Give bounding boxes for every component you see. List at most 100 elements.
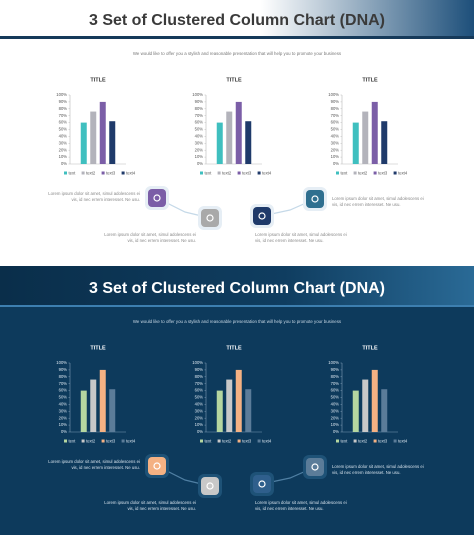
legend-swatch: [81, 439, 85, 443]
bar: [245, 389, 252, 432]
y-tick-label: 40%: [331, 402, 340, 407]
legend-label: text3: [106, 170, 116, 175]
header-band: [0, 266, 474, 306]
y-tick-label: 10%: [195, 422, 204, 427]
chart-title: TITLE: [226, 77, 242, 83]
y-tick-label: 80%: [59, 374, 68, 379]
note-text: vis, id nec errem interesset. Ne usu.: [71, 197, 140, 202]
bar: [226, 379, 233, 432]
legend-swatch: [257, 439, 261, 443]
y-tick-label: 30%: [59, 140, 68, 145]
y-tick-label: 80%: [59, 106, 68, 111]
y-tick-label: 20%: [331, 147, 340, 152]
icon-glyph: [153, 462, 161, 470]
y-tick-label: 10%: [59, 154, 68, 159]
legend-label: text: [69, 170, 77, 175]
y-tick-label: 30%: [331, 140, 340, 145]
bar: [245, 121, 252, 164]
bar: [90, 379, 97, 432]
header-rule: [0, 36, 474, 39]
bar: [216, 122, 223, 164]
icon: [306, 458, 324, 476]
icon: [148, 457, 166, 475]
icon: [253, 207, 271, 225]
legend-swatch: [336, 439, 339, 443]
y-tick-label: 50%: [331, 395, 340, 400]
bar: [216, 390, 223, 432]
bar: [352, 390, 359, 432]
y-tick-label: 90%: [195, 367, 204, 372]
legend-swatch: [121, 171, 125, 175]
header-band: [0, 0, 474, 36]
legend-label: text3: [106, 438, 116, 443]
bar: [362, 379, 369, 432]
y-tick-label: 80%: [195, 106, 204, 111]
slide-subtitle: We would like to offer you a stylish and…: [133, 319, 342, 324]
note-text: Lorem ipsum dolor sit amet, simul adoles…: [255, 232, 347, 237]
icon-glyph: [311, 195, 319, 203]
legend-swatch: [373, 171, 377, 175]
note-text: vis, id nec errem interesset. Ne usu.: [127, 238, 196, 243]
icon-glyph: [258, 212, 266, 220]
y-tick-label: 60%: [195, 120, 204, 125]
icon: [201, 209, 219, 227]
y-tick-label: 100%: [328, 92, 339, 97]
legend-swatch: [257, 171, 261, 175]
y-tick-label: 60%: [331, 388, 340, 393]
legend-swatch: [81, 171, 85, 175]
chart-title: TITLE: [226, 345, 242, 351]
y-tick-label: 50%: [59, 395, 68, 400]
legend-swatch: [217, 439, 221, 443]
legend-label: text: [341, 438, 349, 443]
note-text: Lorem ipsum dolor sit amet, simul adoles…: [104, 232, 196, 237]
legend-label: text2: [358, 438, 368, 443]
legend-swatch: [101, 171, 105, 175]
y-tick-label: 50%: [59, 127, 68, 132]
legend-swatch: [200, 439, 203, 443]
icon-glyph: [311, 463, 319, 471]
y-tick-label: 60%: [195, 388, 204, 393]
chart-title: TITLE: [362, 345, 378, 351]
legend-label: text: [69, 438, 77, 443]
legend-swatch: [237, 439, 241, 443]
y-tick-label: 80%: [331, 374, 340, 379]
y-tick-label: 20%: [59, 147, 68, 152]
y-tick-label: 0%: [61, 161, 67, 166]
note-text: vis, id nec errem interesset. Ne usu.: [332, 470, 401, 475]
legend-label: text3: [242, 438, 252, 443]
chart-title: TITLE: [90, 345, 106, 351]
legend-label: text2: [86, 438, 96, 443]
bar: [226, 111, 233, 164]
icon: [201, 477, 219, 495]
note-text: vis, id nec errem interesset. Ne usu.: [127, 506, 196, 511]
y-tick-label: 90%: [59, 367, 68, 372]
legend-label: text2: [222, 438, 232, 443]
note-text: vis, id nec errem interesset. Ne usu.: [332, 202, 401, 207]
y-tick-label: 100%: [56, 360, 67, 365]
icon: [306, 190, 324, 208]
legend-label: text: [341, 170, 349, 175]
y-tick-label: 60%: [331, 120, 340, 125]
y-tick-label: 80%: [195, 374, 204, 379]
y-tick-label: 70%: [195, 113, 204, 118]
note-text: Lorem ipsum dolor sit amet, simul adoles…: [332, 196, 424, 201]
chart-title: TITLE: [90, 77, 106, 83]
note-text: vis, id nec errem interesset. Ne usu.: [255, 506, 324, 511]
y-tick-label: 0%: [333, 161, 339, 166]
bar: [352, 122, 359, 164]
chart-title: TITLE: [362, 77, 378, 83]
y-tick-label: 40%: [331, 134, 340, 139]
bar: [235, 101, 242, 164]
note-text: Lorem ipsum dolor sit amet, simul adoles…: [104, 500, 196, 505]
legend-swatch: [121, 439, 125, 443]
icon-glyph: [206, 482, 214, 490]
bar: [80, 390, 87, 432]
legend-swatch: [353, 171, 357, 175]
y-tick-label: 90%: [59, 99, 68, 104]
y-tick-label: 50%: [331, 127, 340, 132]
y-tick-label: 10%: [59, 422, 68, 427]
y-tick-label: 30%: [195, 408, 204, 413]
y-tick-label: 60%: [59, 120, 68, 125]
y-tick-label: 40%: [195, 402, 204, 407]
